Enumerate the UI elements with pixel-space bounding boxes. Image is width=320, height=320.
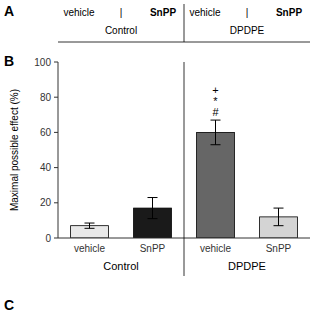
- chart: ABCvehicle|SnPPvehicle|SnPPControlDPDPE0…: [0, 0, 320, 320]
- annotation: +: [212, 84, 218, 96]
- header-text: |: [120, 7, 123, 18]
- y-tick-label: 60: [40, 127, 52, 138]
- y-tick: [54, 238, 58, 239]
- y-axis-label: Maximal possible effect (%): [9, 89, 20, 211]
- y-axis-line: [58, 62, 59, 238]
- error-bar: [211, 120, 221, 145]
- y-tick-label: 100: [34, 57, 51, 68]
- header-text: vehicle: [189, 7, 221, 18]
- header: vehicle | SnPP vehicle | SnPP Control DPDPE: [58, 4, 310, 42]
- y-tick: [54, 97, 58, 98]
- x-tick-label: vehicle: [74, 243, 106, 254]
- panel-label: A: [4, 3, 14, 19]
- bar: [197, 132, 235, 238]
- group-label: DPDPE: [228, 260, 266, 272]
- header-text: DPDPE: [230, 25, 265, 36]
- y-tick: [54, 167, 58, 168]
- y-tick: [54, 62, 58, 63]
- y-axis: 0 20 40 60 80 100: [34, 57, 58, 244]
- error-bar: [274, 208, 284, 226]
- x-tick-label: SnPP: [266, 243, 292, 254]
- header-text: SnPP: [150, 7, 176, 18]
- error-bar: [148, 198, 158, 219]
- group-label: Control: [103, 260, 138, 272]
- error-cap: [148, 197, 158, 198]
- error-cap: [211, 120, 221, 121]
- header-text: SnPP: [276, 7, 302, 18]
- error-cap: [85, 228, 95, 229]
- error-line: [215, 120, 216, 145]
- error-bar: [85, 223, 95, 228]
- header-text: Control: [105, 25, 137, 36]
- error-line: [89, 223, 90, 228]
- y-tick-label: 20: [40, 197, 52, 208]
- header-text: vehicle: [63, 7, 95, 18]
- y-tick-label: 80: [40, 92, 52, 103]
- header-text: |: [246, 7, 249, 18]
- y-tick: [54, 132, 58, 133]
- x-tick-label: SnPP: [140, 243, 166, 254]
- header-rule: [184, 4, 185, 42]
- y-tick-label: 40: [40, 162, 52, 173]
- error-cap: [274, 208, 284, 209]
- y-tick-label: 0: [45, 233, 51, 244]
- y-tick: [54, 202, 58, 203]
- error-cap: [274, 225, 284, 226]
- error-cap: [148, 218, 158, 219]
- annotation: #: [212, 106, 219, 118]
- error-cap: [211, 144, 221, 145]
- error-line: [152, 198, 153, 219]
- annotation: *: [213, 95, 218, 107]
- error-line: [278, 208, 279, 226]
- panel-label: B: [4, 53, 14, 69]
- error-cap: [85, 223, 95, 224]
- panel-label: C: [4, 297, 14, 313]
- group-divider: [184, 62, 185, 276]
- x-tick-label: vehicle: [200, 243, 232, 254]
